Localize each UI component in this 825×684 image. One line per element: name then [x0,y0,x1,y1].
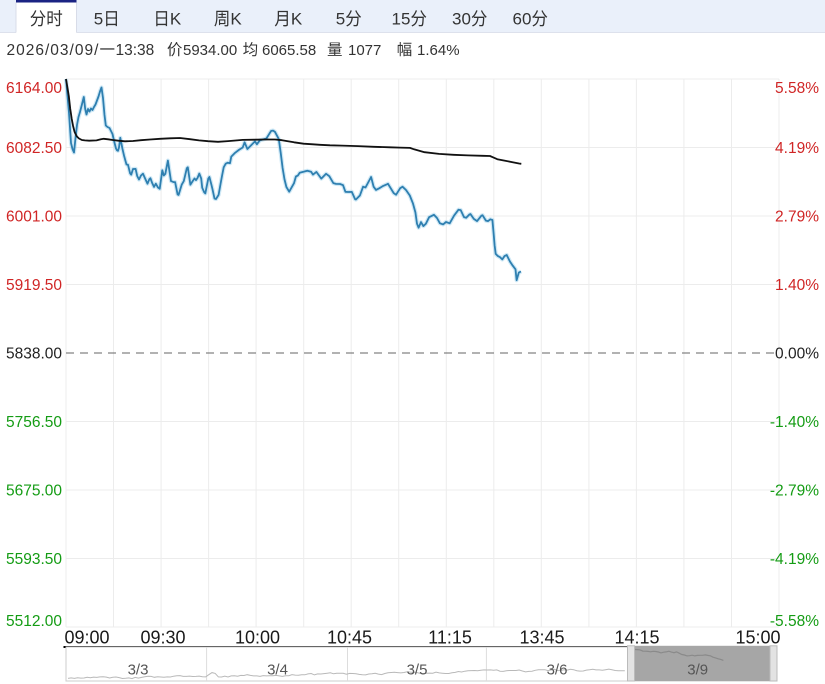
svg-text:-1.40%: -1.40% [770,414,819,431]
svg-text:5756.50: 5756.50 [6,414,62,431]
svg-text:11:15: 11:15 [428,628,472,648]
svg-text:0: 0 [522,10,531,29]
svg-text:5512.00: 5512.00 [6,613,62,630]
svg-text:4.19%: 4.19% [775,140,819,157]
svg-text:2.79%: 2.79% [775,208,819,225]
svg-text:6164.00: 6164.00 [6,80,62,97]
svg-text:6065.58: 6065.58 [262,42,316,59]
svg-text:1077: 1077 [348,42,381,59]
svg-text:5: 5 [401,10,410,29]
svg-text:1.40%: 1.40% [775,277,819,294]
svg-text:10:00: 10:00 [235,628,280,648]
svg-text:5919.50: 5919.50 [6,277,62,294]
svg-text:3: 3 [452,10,461,29]
svg-text:3/5: 3/5 [407,662,428,679]
svg-text:13:38: 13:38 [116,42,155,59]
svg-text:09:00: 09:00 [65,628,110,648]
svg-text:3/3: 3/3 [128,662,149,679]
svg-text:5838.00: 5838.00 [6,345,62,362]
svg-text:K: K [291,10,303,29]
svg-text:5934.00: 5934.00 [183,42,237,59]
svg-text:1.64%: 1.64% [417,42,460,59]
svg-text:3/9: 3/9 [687,662,708,679]
svg-text:15:00: 15:00 [735,628,780,648]
svg-text:-4.19%: -4.19% [770,551,819,568]
svg-text:14:15: 14:15 [614,628,659,648]
svg-text:0: 0 [462,10,471,29]
svg-text:1: 1 [392,10,401,29]
svg-text:5: 5 [336,10,345,29]
svg-text:09:30: 09:30 [140,628,185,648]
svg-text:5: 5 [94,10,103,29]
svg-text:6001.00: 6001.00 [6,208,62,225]
svg-text:K: K [230,10,242,29]
svg-text:6: 6 [513,10,522,29]
svg-text:-2.79%: -2.79% [770,482,819,499]
svg-text:3/4: 3/4 [267,662,288,679]
svg-text:6082.50: 6082.50 [6,140,62,157]
svg-text:K: K [170,10,182,29]
svg-text:0.00%: 0.00% [775,345,819,362]
svg-text:13:45: 13:45 [519,628,564,648]
svg-text:5.58%: 5.58% [775,80,819,97]
svg-text:-5.58%: -5.58% [770,613,819,630]
svg-text:5593.50: 5593.50 [6,551,62,568]
svg-text:2026/03/09/: 2026/03/09/ [7,42,100,59]
svg-text:5675.00: 5675.00 [6,482,62,499]
svg-text:3/6: 3/6 [547,662,568,679]
svg-text:10:45: 10:45 [327,628,372,648]
